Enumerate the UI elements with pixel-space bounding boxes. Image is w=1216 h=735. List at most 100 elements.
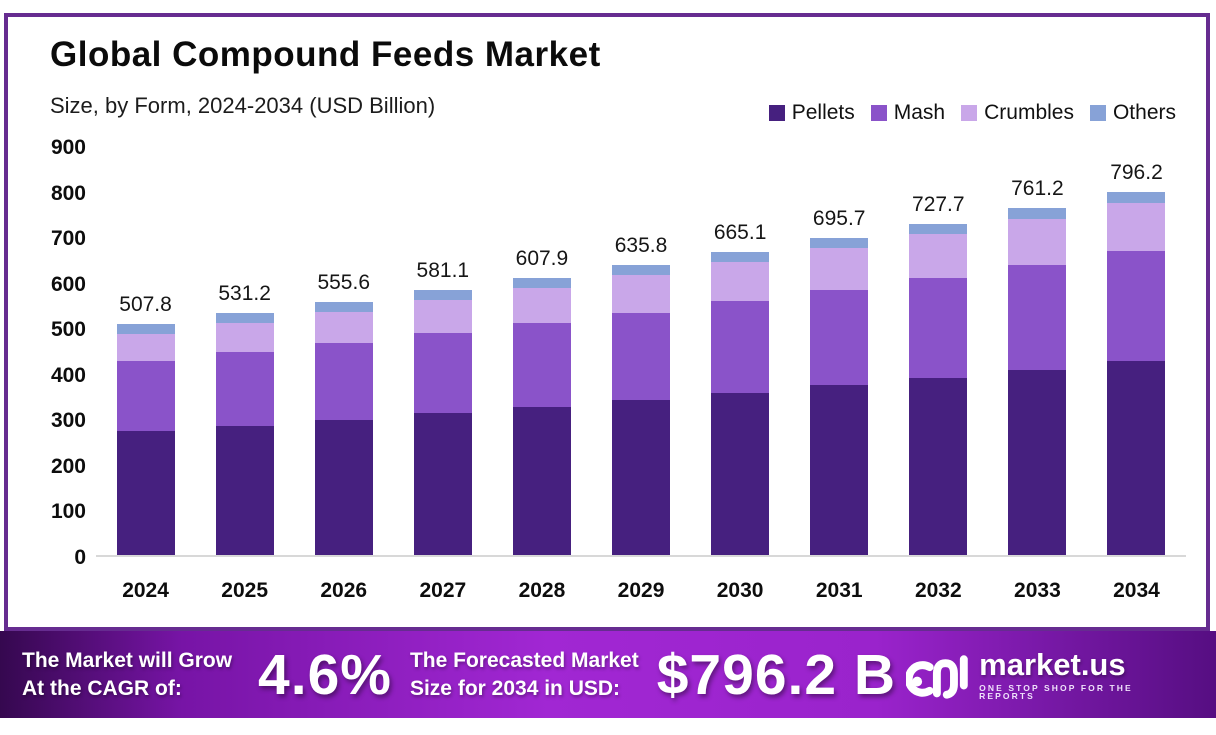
bar-stack [116, 323, 175, 555]
bar-column-2025: 531.2 [195, 147, 294, 555]
page-subtitle: Size, by Form, 2024-2034 (USD Billion) [50, 93, 436, 118]
y-tick-label: 500 [50, 318, 86, 342]
bar-total-label: 507.8 [119, 292, 172, 316]
bar-segment-pellets [810, 385, 869, 555]
x-tick-label: 2027 [419, 579, 467, 602]
x-tick-label: 2028 [518, 579, 566, 602]
bar-segment-pellets [116, 431, 175, 555]
bar-segment-crumbles [612, 275, 671, 313]
bar-segment-mash [116, 361, 175, 432]
bar-column-2032: 727.7 [889, 147, 988, 555]
bar-segment-pellets [314, 419, 373, 555]
brand-tagline: ONE STOP SHOP FOR THE REPORTS [979, 682, 1133, 701]
bar-segment-crumbles [711, 262, 770, 302]
bar-segment-others [612, 265, 671, 276]
y-tick-label: 400 [50, 363, 86, 387]
bar-column-2024: 507.8 [96, 147, 195, 555]
bar-segment-pellets [413, 413, 472, 555]
plot-area: 507.8 531.2 555.6 581.1 607.9 635.8 665.1 695.7… [96, 147, 1186, 557]
legend-label: Mash [893, 101, 946, 124]
brand-text: market.us ONE STOP SHOP FOR THE REPORTS [979, 649, 1190, 701]
bar-column-2026: 555.6 [294, 147, 393, 555]
bar-segment-crumbles [413, 300, 472, 334]
bar-segment-mash [711, 301, 770, 393]
legend: Pellets Mash Crumbles Others [768, 101, 1176, 125]
bar-segment-pellets [711, 392, 770, 555]
x-tick-label: 2025 [221, 579, 268, 602]
cagr-label-line1: The Market will Grow [22, 649, 233, 673]
bar-total-label: 581.1 [416, 259, 470, 283]
legend-swatch-pellets [768, 105, 785, 121]
y-tick-label: 600 [50, 272, 86, 296]
bar-stack [413, 290, 472, 555]
x-tick-label: 2033 [1014, 579, 1061, 602]
marketus-logo-icon [906, 654, 968, 699]
x-tick-label: 2024 [122, 579, 169, 602]
bar-segment-mash [1008, 264, 1067, 370]
bar-column-2027: 581.1 [393, 147, 492, 555]
bar-column-2029: 635.8 [591, 147, 690, 555]
bar-segment-others [413, 290, 472, 301]
bar-segment-mash [1107, 251, 1166, 361]
legend-item-others: Others [1089, 101, 1176, 125]
legend-swatch-mash [870, 105, 887, 121]
bar-segment-others [1107, 192, 1166, 203]
bar-segment-pellets [1008, 369, 1067, 555]
forecast-label: The Forecasted Market Size for 2034 in U… [410, 647, 639, 702]
cagr-value: 4.6% [258, 642, 392, 707]
bar-segment-mash [810, 289, 869, 386]
bar-segment-pellets [1107, 360, 1166, 555]
cagr-label-line2: At the CAGR of: [22, 676, 182, 700]
bar-column-2034: 796.2 [1087, 147, 1186, 555]
bar-total-label: 635.8 [614, 234, 668, 258]
forecast-label-line1: The Forecasted Market [409, 649, 639, 673]
bar-segment-others [909, 223, 968, 234]
bar-segment-crumbles [116, 333, 175, 362]
bar-segment-mash [909, 277, 968, 378]
legend-swatch-crumbles [961, 105, 978, 121]
bar-stack [810, 238, 869, 555]
bar-segment-mash [612, 312, 671, 400]
brand-logo: market.us ONE STOP SHOP FOR THE REPORTS [906, 646, 1194, 704]
x-tick-label: 2034 [1113, 579, 1160, 602]
bar-segment-others [314, 301, 373, 312]
legend-item-pellets: Pellets [768, 101, 855, 125]
legend-item-crumbles: Crumbles [961, 101, 1074, 125]
bar-segment-crumbles [1008, 218, 1067, 265]
bar-column-2030: 665.1 [691, 147, 790, 555]
bar-stack [1107, 192, 1166, 555]
cagr-label: The Market will Grow At the CAGR of: [22, 647, 232, 702]
bar-segment-mash [215, 352, 274, 426]
bar-stack [909, 223, 968, 555]
x-tick-label: 2032 [914, 579, 962, 602]
x-tick-label: 2026 [320, 579, 368, 602]
bar-segment-crumbles [215, 323, 274, 353]
bar-total-label: 727.7 [912, 192, 965, 216]
bar-segment-crumbles [909, 233, 968, 278]
bar-stack [612, 265, 671, 555]
bar-segment-mash [413, 333, 472, 414]
y-tick-label: 0 [74, 546, 86, 569]
x-axis: 2024 2025 2026 2027 2028 2029 2030 2031 2032 2033… [96, 579, 1186, 603]
bar-stack [711, 252, 770, 555]
brand-name: market.us [979, 646, 1126, 682]
bar-segment-crumbles [1107, 202, 1166, 252]
bar-stack [215, 313, 274, 555]
forecast-label-line2: Size for 2034 in USD: [409, 676, 621, 700]
y-tick-label: 800 [50, 181, 86, 205]
forecast-value: $796.2 B [656, 642, 897, 707]
bar-total-label: 531.2 [218, 282, 271, 306]
bar-segment-others [215, 313, 274, 324]
bar-segment-others [1008, 208, 1067, 219]
bar-segment-mash [512, 323, 571, 407]
bar-segment-crumbles [810, 248, 869, 290]
y-tick-label: 300 [50, 409, 86, 433]
banner: The Market will Grow At the CAGR of: 4.6… [0, 631, 1216, 718]
bar-segment-crumbles [314, 311, 373, 344]
bar-total-label: 761.2 [1011, 177, 1064, 201]
bar-stack [314, 301, 373, 555]
bar-segment-pellets [612, 400, 671, 555]
bar-segment-others [711, 252, 770, 263]
bar-column-2031: 695.7 [790, 147, 889, 555]
